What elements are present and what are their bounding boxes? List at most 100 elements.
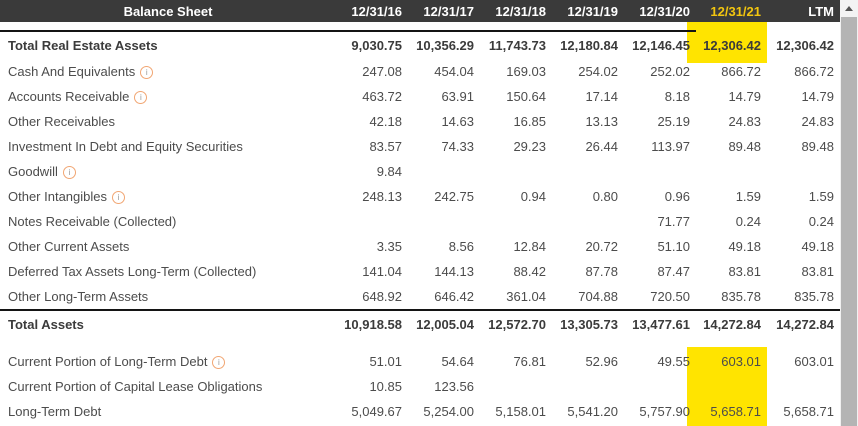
column-header[interactable]: LTM [767,0,840,22]
column-header[interactable]: 12/31/16 [336,0,408,22]
column-header[interactable]: 12/31/21 [696,0,767,22]
value-cell: 51.01 [369,354,402,369]
value-cell: 5,658.71 [710,404,761,419]
table-row: Other Intangibles i 248.13 242.75 0.94 0.80 0.… [0,184,840,209]
header-row: Balance Sheet 12/31/16 12/31/17 12/31/18 12… [0,0,840,22]
value-cell: 5,541.20 [567,404,618,419]
table-row: Other Current Assets 3.35 8.56 12.84 20.72 51… [0,234,840,259]
scroll-up-button[interactable] [840,0,858,17]
column-header[interactable]: 12/31/20 [624,0,696,22]
row-label-text: Total Assets [8,317,84,332]
value-cell: 87.78 [585,264,618,279]
row-label-text: Current Portion of Long-Term Debt [8,354,208,369]
column-header[interactable]: 12/31/18 [480,0,552,22]
scrollbar-thumb[interactable] [841,17,857,426]
value-cell: 13,477.61 [624,309,696,338]
value-cell [480,209,552,234]
row-label-text: Cash And Equivalents [8,64,136,79]
value-cell: 52.96 [585,354,618,369]
value-cell: 12,146.45 [624,30,696,59]
row-label[interactable]: Current Portion of Long-Term Debt i [0,349,336,374]
value-cell: 49.18 [801,239,834,254]
value-cell [767,374,840,399]
table-row: Total Real Estate Assets 9,030.75 10,356.2… [0,30,840,59]
row-label[interactable]: Total Assets [0,309,336,338]
value-cell: 5,049.67 [351,404,402,419]
value-cell: 9.84 [376,164,402,179]
column-highlight-top [687,22,767,63]
table-row: Current Portion of Long-Term Debt i 51.01 5… [0,349,840,374]
value-cell: 14,272.84 [767,309,840,338]
value-cell: 24.83 [801,114,834,129]
value-cell: 603.01 [794,354,834,369]
value-cell [408,159,480,184]
value-cell [552,209,624,234]
value-cell: 0.94 [520,189,546,204]
value-cell [624,374,696,399]
row-label-text: Deferred Tax Assets Long-Term (Collected… [8,264,257,279]
row-label[interactable]: Other Intangibles i [0,184,336,209]
table-row: Long-Term Debt 5,049.67 5,254.00 5,158.01 5,… [0,399,840,424]
value-cell: 83.57 [369,139,402,154]
value-cell: 0.24 [808,214,834,229]
value-cell: 29.23 [513,139,546,154]
row-label[interactable]: Other Current Assets [0,234,336,259]
info-icon[interactable]: i [212,356,226,369]
value-cell: 12,180.84 [552,30,624,59]
value-cell [408,209,480,234]
row-label[interactable]: Other Receivables [0,109,336,134]
value-cell: 20.72 [585,239,618,254]
value-cell: 8.56 [448,239,474,254]
value-cell: 866.72 [721,64,761,79]
value-cell: 9,030.75 [336,30,408,59]
row-label-text: Investment In Debt and Equity Securities [8,139,243,154]
table-row: Investment In Debt and Equity Securities… [0,134,840,159]
row-label[interactable]: Accounts Receivable i [0,84,336,109]
column-highlight-bottom [687,347,767,426]
row-label[interactable]: Other Long-Term Assets [0,284,336,310]
value-cell: 720.50 [650,289,690,304]
row-label[interactable]: Long-Term Debt [0,399,336,424]
spacer-cell [0,338,840,349]
table-row: Other Receivables 42.18 14.63 16.85 13.13 25.… [0,109,840,134]
info-icon[interactable]: i [112,191,126,204]
vertical-scrollbar[interactable] [840,0,858,426]
value-cell: 704.88 [578,289,618,304]
value-cell: 83.81 [801,264,834,279]
value-cell: 646.42 [434,289,474,304]
value-cell: 0.24 [735,214,761,229]
value-cell: 10.85 [369,379,402,394]
row-label[interactable]: Notes Receivable (Collected) [0,209,336,234]
value-cell: 648.92 [362,289,402,304]
value-cell: 150.64 [506,89,546,104]
column-header[interactable]: 12/31/17 [408,0,480,22]
row-label[interactable]: Investment In Debt and Equity Securities [0,134,336,159]
value-cell: 1.59 [735,189,761,204]
row-label[interactable]: Goodwill i [0,159,336,184]
value-cell: 0.96 [664,189,690,204]
value-cell: 83.81 [728,264,761,279]
value-cell: 866.72 [794,64,834,79]
table-row: Other Long-Term Assets 648.92 646.42 361.04… [0,284,840,310]
value-cell: 123.56 [434,379,474,394]
row-label[interactable]: Cash And Equivalents i [0,59,336,84]
value-cell: 13.13 [585,114,618,129]
value-cell [624,159,696,184]
row-label[interactable]: Current Portion of Capital Lease Obligat… [0,374,336,399]
row-label-text: Total Real Estate Assets [8,38,158,53]
table-row: Deferred Tax Assets Long-Term (Collected… [0,259,840,284]
row-label[interactable]: Total Real Estate Assets [0,30,336,59]
info-icon[interactable]: i [140,66,154,79]
info-icon[interactable]: i [134,91,148,104]
value-cell: 3.35 [376,239,402,254]
value-cell: 252.02 [650,64,690,79]
column-header[interactable]: 12/31/19 [552,0,624,22]
info-icon[interactable]: i [62,166,76,179]
value-cell: 76.81 [513,354,546,369]
value-cell: 361.04 [506,289,546,304]
value-cell: 0.80 [592,189,618,204]
value-cell: 248.13 [362,189,402,204]
row-label[interactable]: Deferred Tax Assets Long-Term (Collected… [0,259,336,284]
value-cell: 12,005.04 [408,309,480,338]
